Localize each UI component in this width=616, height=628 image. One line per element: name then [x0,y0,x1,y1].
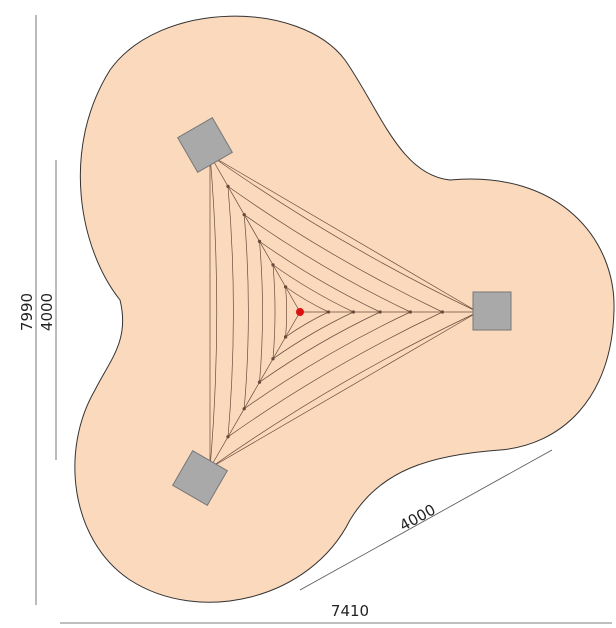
dimension-label: 7410 [331,602,369,620]
dimension-label: 4000 [397,500,439,534]
rope [259,241,381,383]
rope [227,186,444,438]
rope [209,154,301,313]
rope [285,286,330,338]
rope [272,264,355,360]
center-point [296,308,304,316]
base-area [74,15,615,603]
rope [209,311,479,469]
dimension-label: 4000 [38,293,56,331]
rope-net [208,153,480,470]
post [472,291,512,331]
post [171,449,229,507]
rope [209,154,479,469]
rope [209,311,301,469]
rope [243,214,412,410]
post [176,116,234,174]
dimension-line [299,449,553,591]
rope [209,154,479,313]
dimension-label: 7990 [18,293,36,331]
